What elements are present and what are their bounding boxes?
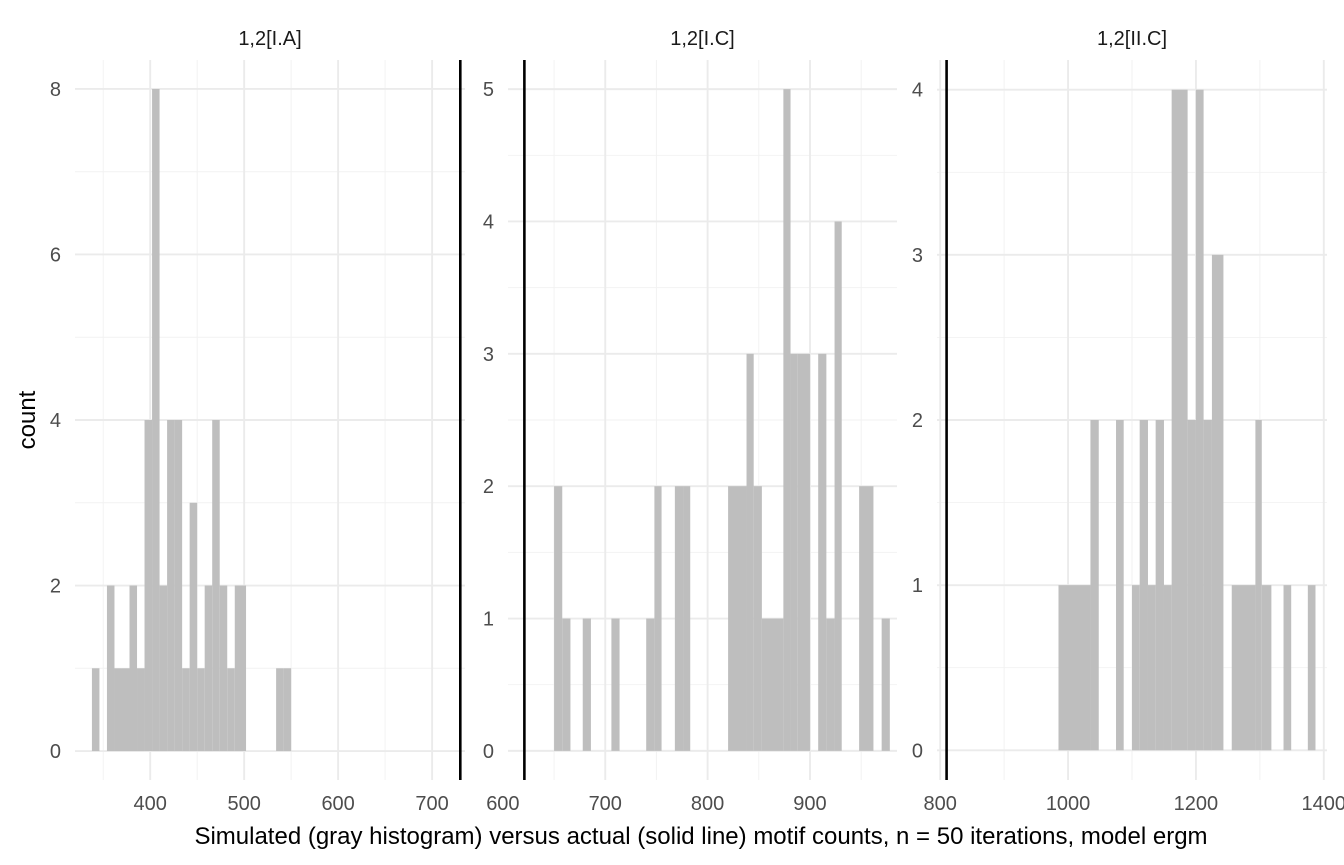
histogram-bar xyxy=(753,486,762,751)
histogram-bar xyxy=(728,486,747,751)
histogram-bar xyxy=(1307,585,1316,751)
histogram-bar xyxy=(1163,585,1172,751)
histogram-bar xyxy=(1231,585,1256,751)
histogram-bar xyxy=(227,668,235,752)
histogram-bar xyxy=(834,221,842,751)
histogram-bar xyxy=(562,618,571,751)
histogram-bar xyxy=(1116,420,1124,751)
histogram-bar xyxy=(790,353,798,751)
x-tick-label: 1200 xyxy=(1174,793,1219,815)
histogram-bar xyxy=(283,668,292,752)
facet-panel: 1,2[I.C] 0 1 2 3 4 5 600 700 800 900 xyxy=(483,28,897,815)
y-tick-label: 0 xyxy=(912,740,923,762)
facet-strip-label: 1,2[II.C] xyxy=(1097,28,1167,50)
histogram-bar xyxy=(1139,420,1148,751)
histogram-bar xyxy=(1283,585,1292,751)
histogram-bar xyxy=(129,585,138,752)
histogram-bar xyxy=(881,618,890,751)
x-tick-label: 800 xyxy=(924,793,957,815)
histogram-bar xyxy=(1195,89,1204,751)
histogram-bar xyxy=(137,668,145,752)
histogram-bar xyxy=(654,486,662,751)
histogram-bar xyxy=(1058,585,1091,751)
y-tick-label: 8 xyxy=(50,79,61,101)
y-tick-label: 1 xyxy=(912,575,923,597)
histogram-bar xyxy=(1171,89,1188,751)
x-tick-label: 500 xyxy=(227,793,260,815)
histogram-bar xyxy=(646,618,655,751)
y-tick-label: 4 xyxy=(912,80,923,102)
histogram-bar xyxy=(144,420,153,752)
histogram-bar xyxy=(1147,585,1156,751)
histogram-bar xyxy=(212,420,220,752)
histogram-bar xyxy=(818,353,827,751)
histogram-bar xyxy=(189,502,198,752)
histogram-bar xyxy=(1211,254,1224,751)
histogram-bar xyxy=(746,353,754,751)
histogram-bar xyxy=(1203,420,1212,751)
histogram-bar xyxy=(1155,420,1164,751)
x-tick-label: 1000 xyxy=(1046,793,1091,815)
histogram-bar xyxy=(174,420,183,752)
x-tick-label: 400 xyxy=(133,793,166,815)
x-tick-label: 700 xyxy=(589,793,622,815)
histogram-bar xyxy=(106,585,115,752)
histogram-bar xyxy=(683,486,691,751)
y-tick-label: 2 xyxy=(912,410,923,432)
histogram-bar xyxy=(826,618,835,751)
y-tick-label: 6 xyxy=(50,244,61,266)
x-tick-label: 1400 xyxy=(1302,793,1344,815)
y-tick-label: 4 xyxy=(483,211,494,233)
y-tick-label: 2 xyxy=(50,576,61,598)
histogram-bar xyxy=(1132,585,1140,751)
y-tick-label: 0 xyxy=(50,741,61,763)
histogram-bar xyxy=(761,618,784,751)
histogram-bar xyxy=(276,668,284,752)
facet-panel: 1,2[II.C] 0 1 2 3 4 800 1000 1200 1400 xyxy=(912,28,1344,815)
facet-panels: 1,2[I.A] 0 2 4 6 8 400 500 600 700 1,2[I.C] 0 1 2 3 4 5 6… xyxy=(50,28,1344,815)
y-tick-label: 0 xyxy=(483,741,494,763)
x-tick-label: 700 xyxy=(415,793,448,815)
facet-panel: 1,2[I.A] 0 2 4 6 8 400 500 600 700 xyxy=(50,28,465,815)
histogram-bar xyxy=(182,668,190,752)
histogram-bar xyxy=(219,585,228,752)
y-tick-label: 3 xyxy=(483,344,494,366)
x-tick-label: 600 xyxy=(486,793,519,815)
y-axis-title: count xyxy=(14,390,41,449)
histogram-bar xyxy=(1255,420,1262,751)
histogram-bar xyxy=(159,585,168,752)
histogram-bar xyxy=(197,668,205,752)
histogram-bar xyxy=(1187,420,1196,751)
histogram-bar xyxy=(152,88,160,752)
histogram-bar xyxy=(1261,585,1272,751)
y-tick-label: 3 xyxy=(912,245,923,267)
x-tick-label: 800 xyxy=(691,793,724,815)
facet-strip-label: 1,2[I.A] xyxy=(238,28,301,50)
histogram-bar xyxy=(554,486,563,751)
histogram-bar xyxy=(1090,420,1099,751)
x-tick-label: 900 xyxy=(793,793,826,815)
histogram-bar xyxy=(121,668,130,752)
facet-strip-label: 1,2[I.C] xyxy=(670,28,734,50)
histogram-bar xyxy=(167,420,175,752)
x-tick-label: 600 xyxy=(321,793,354,815)
x-axis-title: Simulated (gray histogram) versus actual… xyxy=(194,823,1207,850)
y-tick-label: 2 xyxy=(483,476,494,498)
y-tick-label: 1 xyxy=(483,609,494,631)
histogram-bar xyxy=(783,89,791,751)
histogram-bar xyxy=(674,486,684,751)
histogram-bar xyxy=(582,618,591,751)
y-tick-label: 5 xyxy=(483,79,494,101)
histogram-bar xyxy=(204,585,213,752)
histogram-bar xyxy=(114,668,122,752)
y-tick-label: 4 xyxy=(50,410,61,432)
histogram-bar xyxy=(611,618,620,751)
histogram-bar xyxy=(859,486,874,751)
histogram-bar xyxy=(91,668,100,752)
histogram-bar xyxy=(234,585,247,752)
histogram-bar xyxy=(797,353,810,751)
